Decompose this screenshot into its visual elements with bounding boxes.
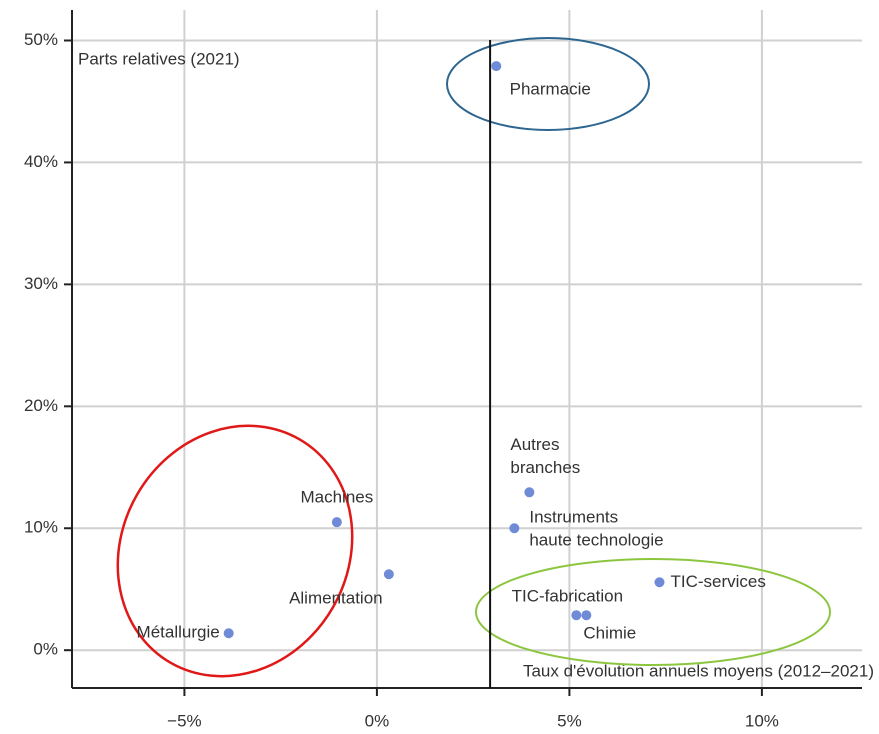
y-axis-label: Parts relatives (2021) [78, 49, 240, 68]
point [571, 610, 582, 621]
y-tick-label: 50% [24, 30, 58, 49]
point [654, 577, 665, 588]
y-tick-label: 20% [24, 396, 58, 415]
point-label: TIC-services [670, 572, 765, 591]
highlight-ellipse [116, 424, 354, 678]
point [581, 610, 592, 621]
x-axis-label: Taux d'évolution annuels moyens (2012–20… [523, 661, 874, 680]
point-label: Pharmacie [510, 80, 591, 99]
x-tick-label: 0% [365, 711, 390, 730]
point-label: Autres [510, 435, 559, 454]
point [331, 517, 342, 528]
point [383, 569, 394, 580]
grid [72, 10, 862, 688]
point-label: Métallurgie [137, 623, 220, 642]
point [509, 523, 520, 534]
point-label: TIC-fabrication [512, 587, 623, 606]
point-label: branches [510, 458, 580, 477]
point-label: Machines [300, 488, 373, 507]
point [524, 487, 535, 498]
y-tick-label: 10% [24, 518, 58, 537]
highlight-ellipse [446, 37, 650, 131]
x-tick-label: 5% [557, 711, 582, 730]
point-label: Instruments [529, 508, 618, 527]
x-tick-label: 10% [745, 711, 779, 730]
highlight-ellipse [475, 558, 831, 666]
point-label: Alimentation [289, 589, 383, 608]
y-tick-label: 0% [33, 640, 58, 659]
y-tick-label: 40% [24, 152, 58, 171]
point [223, 628, 234, 639]
point [491, 61, 502, 72]
y-tick-label: 30% [24, 274, 58, 293]
point-label: haute technologie [529, 531, 663, 550]
x-tick-label: −5% [167, 711, 202, 730]
point-label: Chimie [583, 624, 636, 643]
